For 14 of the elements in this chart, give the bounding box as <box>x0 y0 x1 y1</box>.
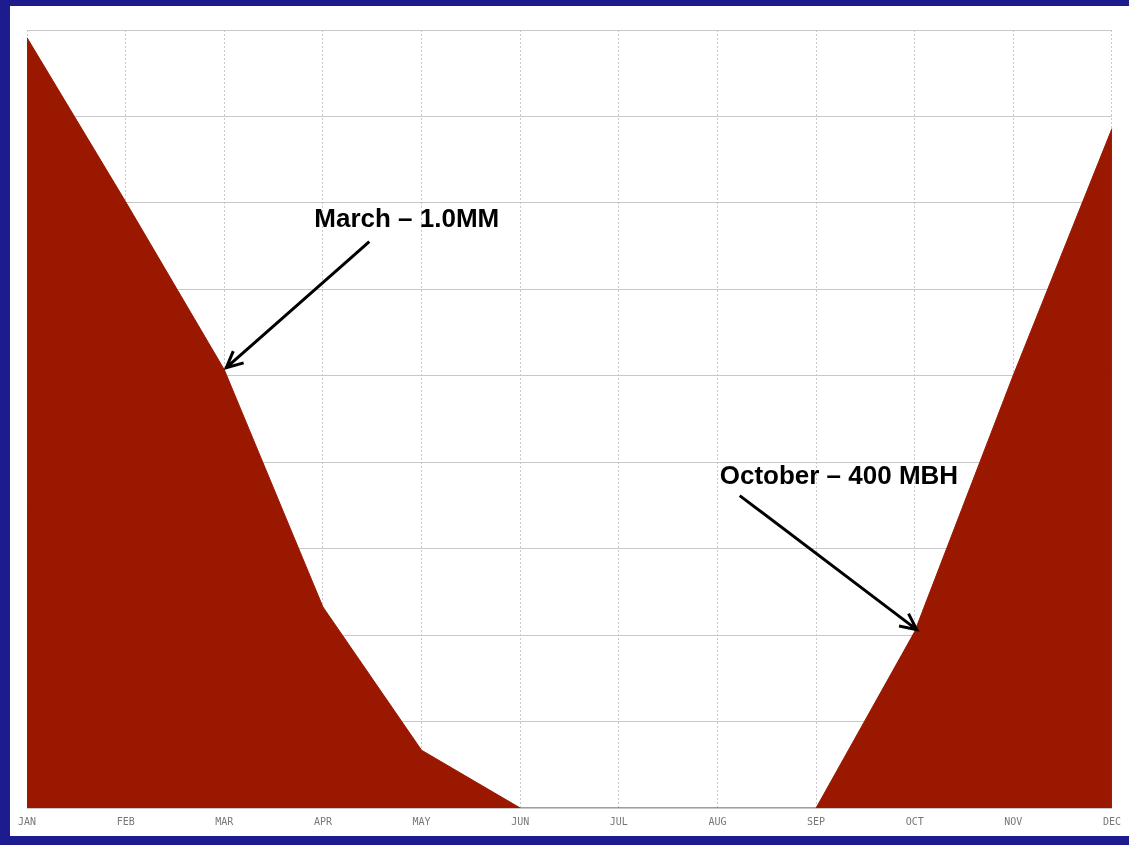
annotation: October – 400 MBH <box>719 459 959 490</box>
annotation: March – 1.0MM <box>314 202 500 233</box>
x-tick-label: APR <box>313 815 333 827</box>
x-tick-label: FEB <box>116 815 135 827</box>
x-tick-label: MAR <box>215 815 235 827</box>
x-tick-label: JUL <box>609 815 628 827</box>
x-tick-label: SEP <box>807 815 826 827</box>
x-tick-label: AUG <box>708 815 727 827</box>
x-tick-label: NOV <box>1004 815 1023 827</box>
x-tick-label: JAN <box>18 815 37 827</box>
x-tick-label: OCT <box>905 815 924 827</box>
x-tick-label: DEC <box>1102 815 1121 827</box>
x-tick-label: MAY <box>412 815 431 827</box>
x-tick-label: JUN <box>511 815 530 827</box>
